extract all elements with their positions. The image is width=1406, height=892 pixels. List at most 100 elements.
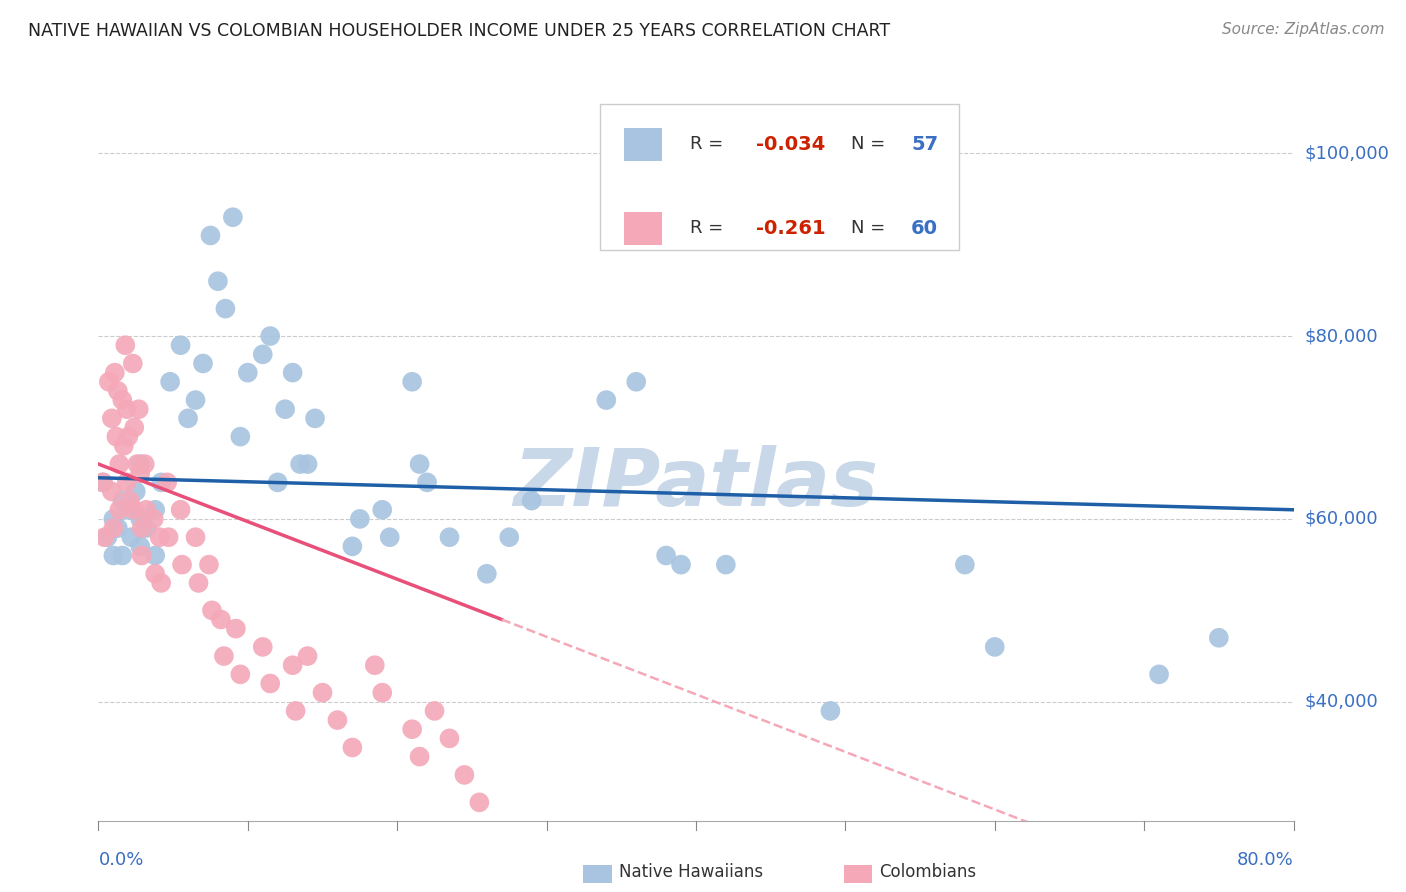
- Point: [103, 521, 125, 535]
- Point: [101, 484, 124, 499]
- Point: [423, 704, 446, 718]
- Text: ZIPatlas: ZIPatlas: [513, 445, 879, 524]
- Point: [187, 576, 209, 591]
- Point: [655, 549, 678, 563]
- Point: [129, 466, 152, 480]
- Point: [134, 457, 156, 471]
- Point: [108, 457, 131, 471]
- Point: [169, 338, 191, 352]
- Point: [304, 411, 326, 425]
- Point: [93, 530, 115, 544]
- Point: [184, 530, 207, 544]
- Point: [177, 411, 200, 425]
- Point: [111, 392, 134, 407]
- Point: [159, 375, 181, 389]
- Point: [212, 649, 235, 664]
- Point: [107, 384, 129, 398]
- Point: [408, 457, 430, 471]
- Point: [229, 667, 252, 681]
- Point: [475, 566, 498, 581]
- Point: [342, 740, 364, 755]
- Point: [115, 402, 138, 417]
- Point: [91, 475, 114, 490]
- Point: [1147, 667, 1170, 681]
- Point: [326, 713, 349, 727]
- Point: [143, 503, 166, 517]
- Point: [157, 530, 180, 544]
- Point: [121, 356, 143, 371]
- Point: [120, 530, 142, 544]
- Point: [284, 704, 307, 718]
- Point: [103, 512, 125, 526]
- Point: [169, 503, 191, 517]
- Point: [820, 704, 842, 718]
- Point: [135, 521, 157, 535]
- Point: [453, 768, 475, 782]
- Point: [252, 347, 274, 361]
- Point: [142, 512, 165, 526]
- Point: [364, 658, 387, 673]
- Point: [131, 521, 153, 535]
- Point: [124, 420, 146, 434]
- Point: [112, 439, 135, 453]
- Text: 80.0%: 80.0%: [1237, 851, 1294, 869]
- Point: [143, 549, 166, 563]
- Point: [91, 475, 114, 490]
- Text: -0.261: -0.261: [756, 219, 825, 237]
- Point: [207, 274, 229, 288]
- Point: [259, 329, 281, 343]
- Point: [111, 549, 134, 563]
- Point: [371, 685, 394, 699]
- Point: [184, 392, 207, 407]
- Text: $60,000: $60,000: [1305, 510, 1378, 528]
- Point: [127, 457, 149, 471]
- Point: [401, 375, 423, 389]
- Point: [200, 228, 222, 243]
- Text: R =: R =: [690, 219, 735, 237]
- Point: [172, 558, 194, 572]
- Point: [131, 549, 153, 563]
- Point: [124, 503, 146, 517]
- Point: [149, 530, 172, 544]
- Text: NATIVE HAWAIIAN VS COLOMBIAN HOUSEHOLDER INCOME UNDER 25 YEARS CORRELATION CHART: NATIVE HAWAIIAN VS COLOMBIAN HOUSEHOLDER…: [28, 22, 890, 40]
- FancyBboxPatch shape: [600, 103, 959, 250]
- Point: [439, 731, 461, 746]
- FancyBboxPatch shape: [624, 211, 662, 244]
- Point: [349, 512, 371, 526]
- Point: [408, 749, 430, 764]
- Text: N =: N =: [851, 219, 891, 237]
- Point: [714, 558, 737, 572]
- Point: [229, 430, 252, 444]
- Point: [983, 640, 1005, 654]
- Point: [371, 503, 394, 517]
- Point: [105, 430, 128, 444]
- Point: [209, 612, 232, 626]
- Point: [107, 521, 129, 535]
- Point: [416, 475, 439, 490]
- Point: [259, 676, 281, 690]
- Point: [342, 539, 364, 553]
- Point: [118, 493, 141, 508]
- Point: [288, 457, 311, 471]
- Point: [156, 475, 179, 490]
- Text: $80,000: $80,000: [1305, 327, 1378, 345]
- Point: [297, 649, 319, 664]
- Point: [128, 402, 150, 417]
- Point: [117, 503, 139, 517]
- Point: [129, 457, 152, 471]
- Point: [236, 366, 259, 380]
- Point: [624, 375, 647, 389]
- Point: [125, 484, 148, 499]
- Text: $100,000: $100,000: [1305, 145, 1389, 162]
- Point: [498, 530, 520, 544]
- Point: [214, 301, 236, 316]
- Point: [104, 366, 127, 380]
- Point: [114, 338, 136, 352]
- Point: [378, 530, 401, 544]
- Text: N =: N =: [851, 135, 891, 153]
- Point: [468, 796, 491, 810]
- Text: 60: 60: [911, 219, 938, 237]
- Point: [198, 558, 221, 572]
- Text: Native Hawaiians: Native Hawaiians: [619, 863, 763, 881]
- Point: [953, 558, 976, 572]
